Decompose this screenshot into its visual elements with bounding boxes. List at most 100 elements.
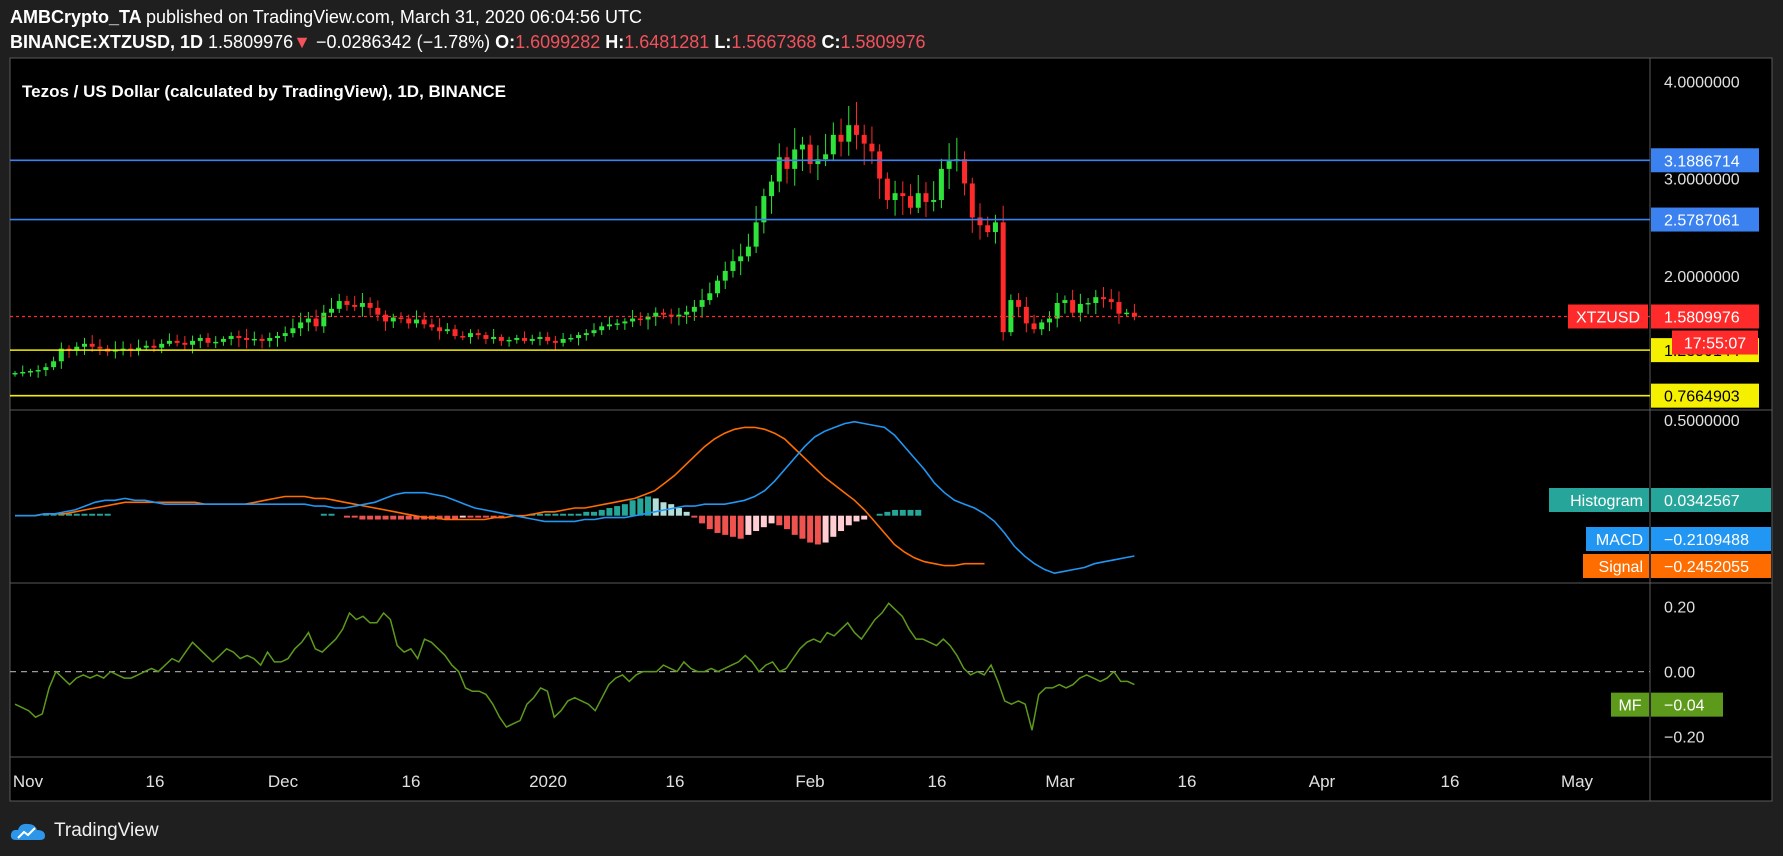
histogram-bar — [73, 513, 80, 516]
mf-line — [14, 602, 1135, 731]
histogram-bar — [791, 515, 798, 535]
histogram-bar — [768, 515, 775, 524]
candle-body — [529, 338, 535, 341]
histogram-name-badge — [1549, 488, 1649, 512]
histogram-bar — [675, 508, 682, 516]
candle-body — [707, 293, 713, 301]
candle-body — [174, 340, 180, 343]
candle-body — [321, 312, 327, 327]
histogram-bar — [706, 515, 713, 530]
histogram-bar — [652, 498, 659, 516]
high-label: H: — [605, 32, 625, 52]
time-tick-label: 16 — [666, 772, 685, 791]
candle-body — [491, 337, 497, 339]
candle-body — [375, 307, 381, 315]
price-tick-label: 4.0000000 — [1664, 74, 1740, 91]
candle-body — [220, 338, 226, 342]
histogram-bar — [498, 515, 505, 518]
candle-body — [406, 318, 412, 324]
candle-body — [27, 371, 33, 373]
histogram-bar — [536, 513, 543, 516]
candle-body — [213, 341, 219, 344]
candle-body — [452, 329, 458, 337]
candle-body — [614, 323, 620, 325]
candle-body — [1000, 222, 1006, 333]
candle-body — [1054, 302, 1060, 319]
time-tick-label: Mar — [1045, 772, 1075, 791]
candle-body — [267, 337, 273, 341]
candle-body — [1039, 322, 1045, 330]
signal-value-badge — [1651, 554, 1771, 578]
candle-body — [722, 270, 728, 281]
candle-body — [738, 256, 744, 262]
histogram-bar — [845, 515, 852, 526]
candle-body — [35, 370, 41, 372]
candle-body — [599, 326, 605, 331]
signal-value-label: −0.2452055 — [1664, 559, 1749, 576]
candle-body — [1031, 323, 1037, 330]
histogram-bar — [567, 513, 574, 516]
candle-body — [877, 151, 883, 179]
histogram-bar — [729, 515, 736, 537]
last-price-value: 1.5809976 — [208, 32, 294, 52]
close-value: 1.5809976 — [840, 32, 926, 52]
histogram-bar — [606, 508, 613, 516]
candle-body — [444, 329, 450, 332]
candle-body — [969, 183, 975, 218]
histogram-bar — [328, 513, 335, 516]
candle-body — [244, 337, 250, 340]
low-value: 1.5667368 — [731, 32, 817, 52]
candle-body — [390, 317, 396, 322]
close-label: C: — [821, 32, 841, 52]
candle-body — [20, 371, 26, 374]
histogram-bar — [42, 513, 49, 516]
high-value: 1.6481281 — [624, 32, 710, 52]
candle-body — [460, 336, 466, 338]
candle-body — [413, 319, 419, 324]
candle-body — [1016, 300, 1022, 307]
candle-body — [58, 348, 64, 362]
candle-body — [251, 338, 257, 341]
mf-value-badge — [1651, 692, 1723, 717]
candle-body — [745, 246, 751, 257]
histogram-bar — [614, 506, 621, 516]
author-name[interactable]: AMBCrypto_TA — [10, 7, 141, 27]
candle-body — [81, 343, 87, 347]
candle-body — [383, 314, 389, 322]
candle-body — [908, 196, 914, 208]
signal-name-label: Signal — [1599, 559, 1643, 576]
tradingview-logo[interactable]: TradingView — [10, 816, 159, 846]
time-tick-label: 16 — [1441, 772, 1460, 791]
candle-body — [352, 304, 358, 307]
time-tick-label: Feb — [795, 772, 824, 791]
yellow-level-badge — [1651, 383, 1759, 408]
candle-body — [653, 312, 659, 317]
macd-value-badge — [1651, 527, 1771, 551]
histogram-bar — [104, 513, 111, 516]
candle-body — [545, 337, 551, 341]
price-pane: 4.0000000 3.0000000 2.0000000 3.1886714 2.57… — [10, 74, 1759, 408]
blue-level-badge — [1651, 207, 1759, 232]
candle-body — [74, 346, 80, 351]
candle-body — [421, 319, 427, 325]
candle-body — [1131, 312, 1137, 317]
mf-tick-label: 0.20 — [1664, 600, 1695, 617]
candle-body — [1077, 303, 1083, 313]
histogram-bar — [899, 509, 906, 516]
mf-value-label: −0.04 — [1664, 698, 1705, 715]
histogram-bar — [760, 515, 767, 528]
histogram-bar — [799, 515, 806, 539]
histogram-bar — [583, 511, 590, 516]
mf-name-label: MF — [1618, 698, 1641, 715]
mf-tick-label: 0.00 — [1664, 665, 1695, 682]
histogram-bar — [737, 515, 744, 539]
money-flow-pane: 0.20 0.00 −0.20 MF −0.04 — [10, 600, 1723, 747]
histogram-bar — [544, 513, 551, 516]
macd-value-label: −0.2109488 — [1664, 532, 1749, 549]
candle-body — [637, 318, 643, 321]
histogram-bar — [96, 513, 103, 516]
candle-body — [236, 336, 242, 338]
candle-body — [12, 372, 18, 375]
histogram-bar — [814, 515, 821, 545]
